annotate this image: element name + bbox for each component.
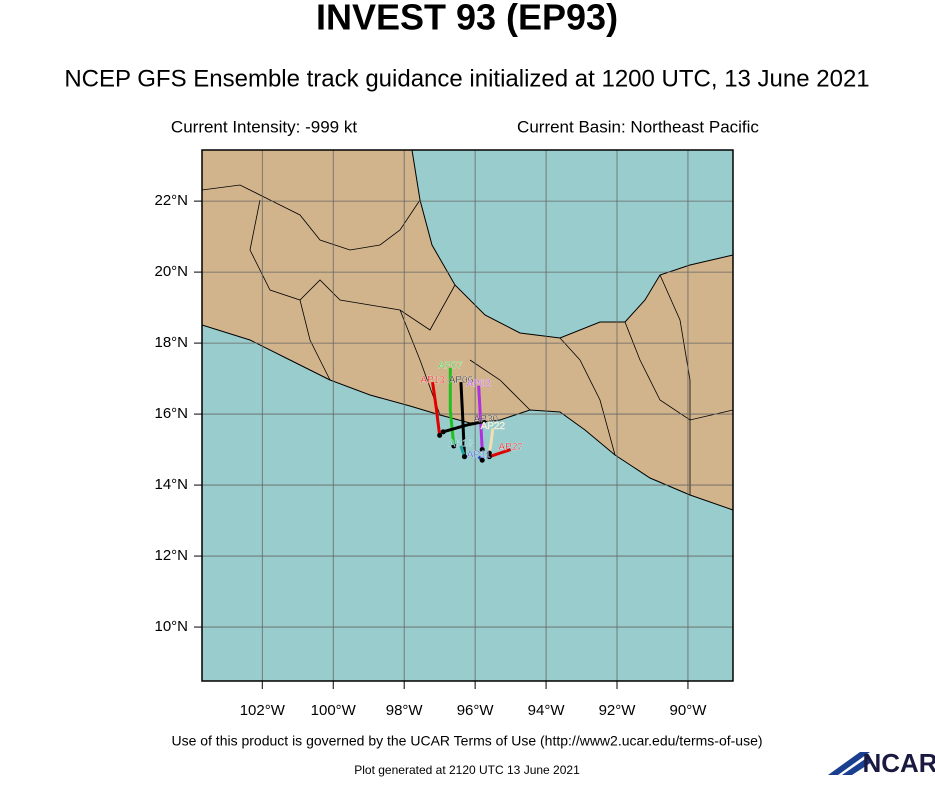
track: [448, 367, 456, 447]
x-tick-label: 102°W: [240, 702, 286, 719]
track: [477, 385, 484, 450]
track-start: [451, 443, 457, 449]
track-label: AP13: [420, 375, 445, 386]
track-label: AP02: [466, 378, 491, 389]
y-tick-label: 12°N: [154, 547, 188, 564]
y-tick-label: 18°N: [154, 334, 188, 351]
basin: Current Basin: Northeast Pacific: [517, 117, 759, 136]
y-tick-label: 14°N: [154, 476, 188, 493]
terms: Use of this product is governed by the U…: [171, 733, 762, 749]
track: [442, 419, 487, 434]
x-tick-label: 92°W: [599, 702, 637, 719]
track: [487, 428, 495, 454]
borders: [201, 184, 734, 495]
y-tick-label: 16°N: [154, 405, 188, 422]
track-start: [479, 447, 485, 453]
subtitle: NCEP GFS Ensemble track guidance initial…: [64, 65, 869, 92]
track: [488, 448, 512, 459]
track-label: AP30: [474, 414, 499, 425]
track-label: AP18: [449, 439, 474, 450]
track-label: AP06: [449, 375, 474, 386]
track-start: [479, 457, 485, 463]
x-tick-label: 100°W: [311, 702, 357, 719]
x-tick-label: 98°W: [386, 702, 424, 719]
map-frame: [201, 149, 734, 682]
logo-swoosh: [828, 752, 872, 775]
y-tick-label: 20°N: [154, 263, 188, 280]
title: INVEST 93 (EP93): [316, 0, 618, 38]
track-label: AP22: [481, 421, 506, 432]
track-label: AP07: [438, 361, 463, 372]
x-tick-label: 96°W: [457, 702, 495, 719]
y-tick-label: 10°N: [154, 618, 188, 635]
track: [431, 381, 442, 436]
track-start: [486, 450, 492, 456]
track: [459, 382, 466, 457]
track-start: [461, 454, 467, 460]
track-start: [437, 432, 443, 438]
logo: NCAR: [862, 748, 935, 778]
track-start: [486, 454, 492, 460]
x-tick-label: 94°W: [528, 702, 566, 719]
track-label: AP27: [498, 442, 523, 453]
track-start: [440, 429, 446, 435]
generated: Plot generated at 2120 UTC 13 June 2021: [354, 763, 580, 777]
track-label: AP11: [467, 449, 491, 460]
x-tick-label: 90°W: [670, 702, 708, 719]
y-tick-label: 22°N: [154, 192, 188, 209]
intensity: Current Intensity: -999 kt: [171, 117, 357, 136]
